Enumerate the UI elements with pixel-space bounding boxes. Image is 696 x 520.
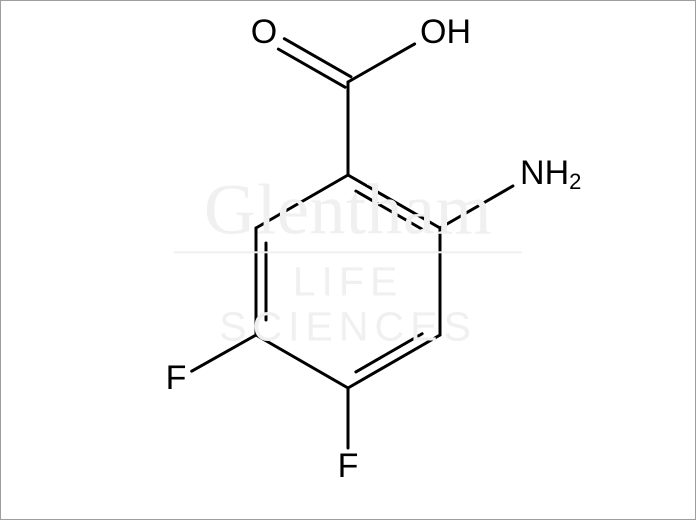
structure-canvas: Glentham LIFE SCIENCES OOHNH2FF bbox=[0, 0, 696, 520]
canvas-border bbox=[0, 0, 696, 520]
